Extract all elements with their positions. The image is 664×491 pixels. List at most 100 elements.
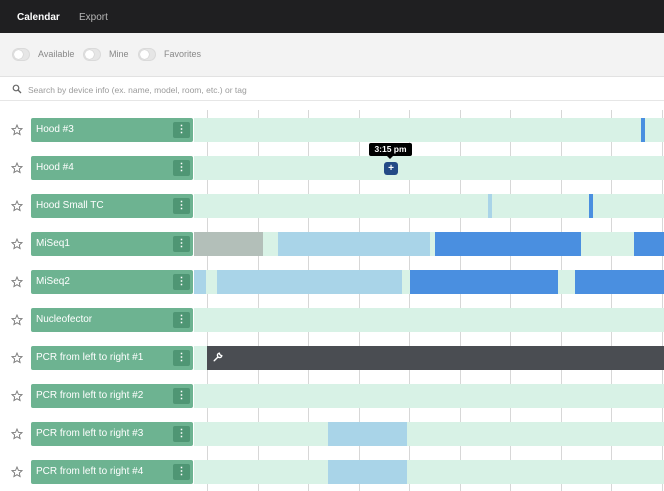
time-gridline bbox=[207, 110, 208, 491]
device-label[interactable]: Nucleofector ⋮ bbox=[31, 308, 193, 332]
booking-block[interactable] bbox=[634, 232, 664, 256]
time-gridline bbox=[308, 110, 309, 491]
device-row-hood-3: Hood #3 ⋮ bbox=[0, 118, 664, 146]
time-gridline bbox=[359, 110, 360, 491]
device-name: PCR from left to right #2 bbox=[36, 390, 144, 401]
time-tooltip: 3:15 pm bbox=[369, 143, 412, 159]
time-gridline bbox=[611, 110, 612, 491]
toggle-switch[interactable] bbox=[12, 47, 30, 61]
star-icon[interactable] bbox=[11, 352, 23, 364]
kebab-menu-icon[interactable]: ⋮ bbox=[173, 160, 190, 176]
booking-block[interactable] bbox=[194, 270, 206, 294]
device-name: Hood #3 bbox=[36, 124, 74, 135]
search-bar bbox=[0, 78, 664, 101]
kebab-menu-icon[interactable]: ⋮ bbox=[173, 312, 190, 328]
search-icon bbox=[12, 84, 22, 94]
booking-block[interactable] bbox=[488, 194, 492, 218]
toggle-favorites[interactable]: Favorites bbox=[138, 47, 201, 61]
device-row-pcr-2: PCR from left to right #2 ⋮ bbox=[0, 384, 664, 412]
availability-track[interactable] bbox=[194, 232, 664, 256]
device-name: Hood #4 bbox=[36, 162, 74, 173]
booking-block[interactable] bbox=[217, 270, 402, 294]
availability-track[interactable] bbox=[194, 460, 664, 484]
device-label[interactable]: PCR from left to right #4 ⋮ bbox=[31, 460, 193, 484]
kebab-menu-icon[interactable]: ⋮ bbox=[173, 350, 190, 366]
device-label[interactable]: Hood Small TC ⋮ bbox=[31, 194, 193, 218]
device-label[interactable]: Hood #3 ⋮ bbox=[31, 118, 193, 142]
device-row-hood-small-tc: Hood Small TC ⋮ bbox=[0, 194, 664, 222]
time-gridline bbox=[662, 110, 663, 491]
device-name: PCR from left to right #1 bbox=[36, 352, 144, 363]
toggle-label: Mine bbox=[109, 49, 129, 59]
search-input[interactable] bbox=[28, 81, 628, 98]
device-row-pcr-1: PCR from left to right #1 ⋮ bbox=[0, 346, 664, 374]
kebab-menu-icon[interactable]: ⋮ bbox=[173, 274, 190, 290]
toggle-switch[interactable] bbox=[138, 47, 156, 61]
device-label[interactable]: MiSeq1 ⋮ bbox=[31, 232, 193, 256]
star-icon[interactable] bbox=[11, 466, 23, 478]
availability-track[interactable] bbox=[194, 194, 664, 218]
past-booking-block bbox=[194, 232, 263, 256]
booking-block[interactable] bbox=[641, 118, 645, 142]
kebab-menu-icon[interactable]: ⋮ bbox=[173, 426, 190, 442]
time-gridline bbox=[510, 110, 511, 491]
device-label[interactable]: Hood #4 ⋮ bbox=[31, 156, 193, 180]
toggle-available[interactable]: Available bbox=[12, 47, 74, 61]
kebab-menu-icon[interactable]: ⋮ bbox=[173, 388, 190, 404]
add-booking-button[interactable]: + bbox=[384, 162, 398, 175]
toggle-switch[interactable] bbox=[83, 47, 101, 61]
booking-block[interactable] bbox=[278, 232, 430, 256]
star-icon[interactable] bbox=[11, 238, 23, 250]
time-gridline bbox=[561, 110, 562, 491]
time-gridline bbox=[460, 110, 461, 491]
device-row-hood-4: Hood #4 ⋮ bbox=[0, 156, 664, 184]
time-gridline bbox=[409, 110, 410, 491]
availability-track[interactable] bbox=[194, 308, 664, 332]
device-name: MiSeq2 bbox=[36, 276, 70, 287]
device-row-miseq1: MiSeq1 ⋮ bbox=[0, 232, 664, 260]
device-row-pcr-3: PCR from left to right #3 ⋮ bbox=[0, 422, 664, 450]
device-name: PCR from left to right #4 bbox=[36, 466, 144, 477]
booking-block[interactable] bbox=[435, 232, 581, 256]
availability-track[interactable] bbox=[194, 422, 664, 446]
calendar-grid: Hood #3 ⋮ Hood #4 ⋮ Hood Small TC ⋮ MiSe… bbox=[0, 102, 664, 491]
toggle-label: Favorites bbox=[164, 49, 202, 59]
device-label[interactable]: PCR from left to right #2 ⋮ bbox=[31, 384, 193, 408]
star-icon[interactable] bbox=[11, 124, 23, 136]
device-label[interactable]: PCR from left to right #3 ⋮ bbox=[31, 422, 193, 446]
device-name: Nucleofector bbox=[36, 314, 93, 325]
toggle-mine[interactable]: Mine bbox=[83, 47, 129, 61]
star-icon[interactable] bbox=[11, 428, 23, 440]
device-row-nucleofector: Nucleofector ⋮ bbox=[0, 308, 664, 336]
kebab-menu-icon[interactable]: ⋮ bbox=[173, 236, 190, 252]
filter-bar: Available Mine Favorites bbox=[0, 33, 664, 77]
kebab-menu-icon[interactable]: ⋮ bbox=[173, 122, 190, 138]
maintenance-block[interactable] bbox=[207, 346, 664, 370]
device-label[interactable]: MiSeq2 ⋮ bbox=[31, 270, 193, 294]
device-label[interactable]: PCR from left to right #1 ⋮ bbox=[31, 346, 193, 370]
tab-calendar[interactable]: Calendar bbox=[17, 12, 60, 23]
star-icon[interactable] bbox=[11, 314, 23, 326]
star-icon[interactable] bbox=[11, 276, 23, 288]
device-name: PCR from left to right #3 bbox=[36, 428, 144, 439]
booking-block[interactable] bbox=[589, 194, 593, 218]
booking-block[interactable] bbox=[410, 270, 558, 294]
device-name: Hood Small TC bbox=[36, 200, 104, 211]
kebab-menu-icon[interactable]: ⋮ bbox=[173, 464, 190, 480]
availability-track[interactable] bbox=[194, 384, 664, 408]
availability-track[interactable] bbox=[194, 270, 664, 294]
star-icon[interactable] bbox=[11, 390, 23, 402]
booking-block[interactable] bbox=[328, 422, 407, 446]
kebab-menu-icon[interactable]: ⋮ bbox=[173, 198, 190, 214]
time-gridline bbox=[258, 110, 259, 491]
booking-block[interactable] bbox=[575, 270, 664, 294]
star-icon[interactable] bbox=[11, 162, 23, 174]
toggle-label: Available bbox=[38, 49, 75, 59]
top-nav: Calendar Export bbox=[0, 0, 664, 33]
star-icon[interactable] bbox=[11, 200, 23, 212]
booking-block[interactable] bbox=[328, 460, 407, 484]
availability-track[interactable] bbox=[194, 118, 664, 142]
tab-export[interactable]: Export bbox=[79, 12, 108, 23]
availability-track[interactable] bbox=[194, 156, 664, 180]
availability-track[interactable] bbox=[194, 346, 664, 370]
